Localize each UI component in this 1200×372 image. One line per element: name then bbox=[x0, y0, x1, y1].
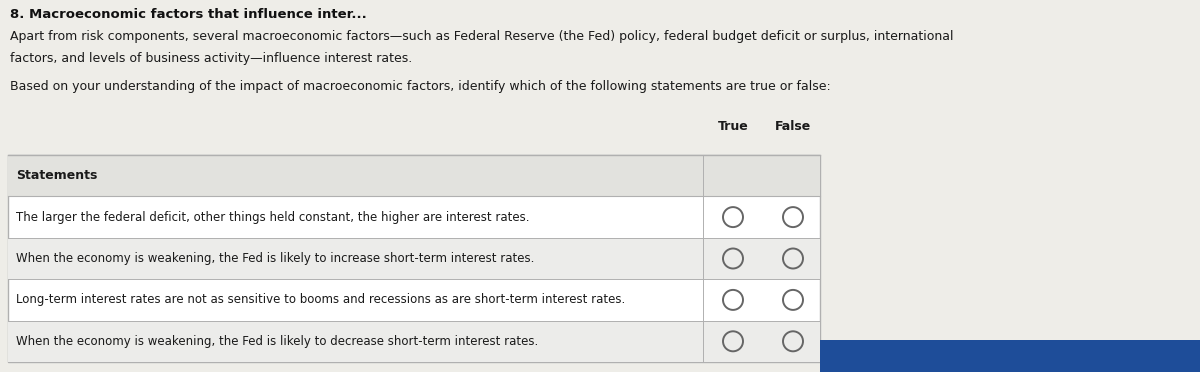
Bar bbox=[8, 321, 820, 362]
Text: The larger the federal deficit, other things held constant, the higher are inter: The larger the federal deficit, other th… bbox=[16, 211, 529, 224]
Text: Statements: Statements bbox=[16, 169, 97, 182]
Text: False: False bbox=[775, 120, 811, 133]
Text: Apart from risk components, several macroeconomic factors—such as Federal Reserv: Apart from risk components, several macr… bbox=[10, 30, 954, 43]
Text: factors, and levels of business activity—influence interest rates.: factors, and levels of business activity… bbox=[10, 52, 413, 65]
Bar bbox=[8, 238, 820, 279]
Text: 8. Macroeconomic factors that influence inter...: 8. Macroeconomic factors that influence … bbox=[10, 8, 367, 21]
Bar bbox=[8, 155, 820, 196]
Bar bbox=[8, 155, 820, 362]
Text: When the economy is weakening, the Fed is likely to increase short-term interest: When the economy is weakening, the Fed i… bbox=[16, 252, 534, 265]
Bar bbox=[820, 340, 1200, 372]
Text: Based on your understanding of the impact of macroeconomic factors, identify whi: Based on your understanding of the impac… bbox=[10, 80, 830, 93]
Text: When the economy is weakening, the Fed is likely to decrease short-term interest: When the economy is weakening, the Fed i… bbox=[16, 335, 539, 348]
Text: True: True bbox=[718, 120, 749, 133]
Text: Long-term interest rates are not as sensitive to booms and recessions as are sho: Long-term interest rates are not as sens… bbox=[16, 294, 625, 307]
